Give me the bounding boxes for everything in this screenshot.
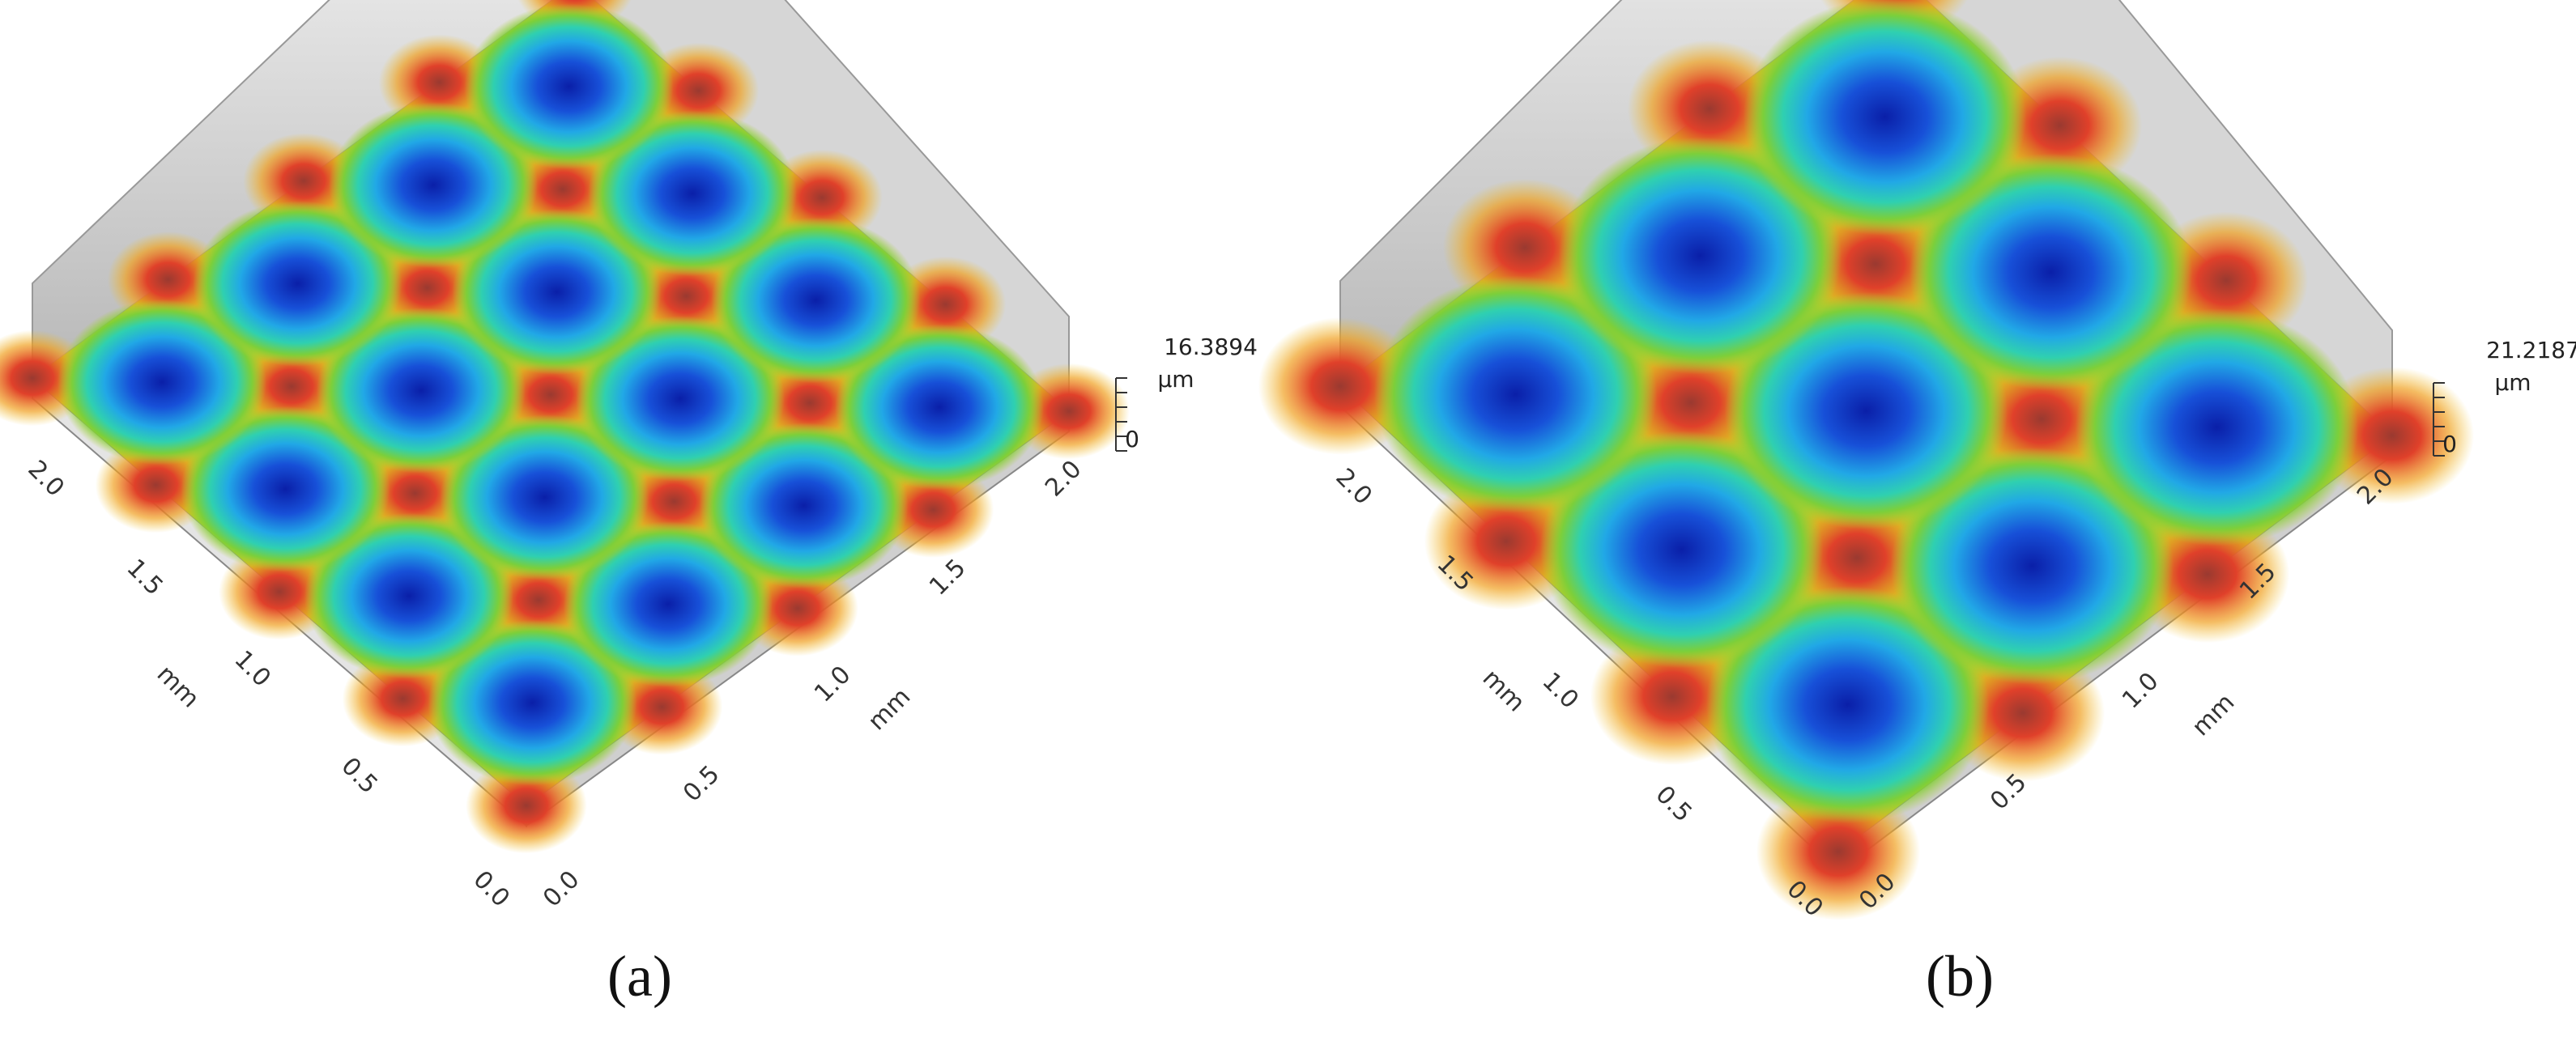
dimple (57, 299, 267, 465)
dimple (1743, 0, 2027, 236)
z-max-label: 21.2187 (2486, 337, 2576, 363)
surface (1258, 0, 2475, 920)
right-axis-label: mm (2186, 688, 2240, 741)
surface-panel: 21.2187µm00.00.51.01.52.0mm0.00.51.01.52… (1258, 0, 2576, 1009)
dimple (428, 619, 637, 786)
left-axis-label: mm (1477, 664, 1531, 717)
dimple (440, 414, 649, 580)
left-axis-tick: 0.5 (335, 752, 382, 799)
right-axis-tick: 2.0 (1040, 455, 1087, 502)
dimple (834, 324, 1045, 491)
left-axis-tick: 2.0 (1330, 463, 1377, 510)
right-axis-tick: 1.0 (2117, 667, 2164, 714)
z-min-label: 0 (2442, 431, 2457, 457)
left-axis-tick: 1.0 (1536, 667, 1583, 714)
dimple (587, 110, 798, 277)
left-axis-tick: 2.0 (22, 455, 69, 502)
surface (0, 0, 1130, 854)
dimple (452, 209, 662, 375)
left-axis-label: mm (151, 660, 205, 713)
left-axis-tick: 1.0 (228, 645, 275, 692)
dimple (1909, 153, 2193, 391)
left-axis-tick: 0.0 (467, 865, 514, 912)
dimple (1558, 137, 1842, 375)
left-axis-tick: 1.5 (121, 554, 168, 601)
dimple (193, 201, 402, 367)
dimple (316, 308, 526, 474)
z-min-label: 0 (1125, 426, 1139, 453)
z-unit-label: µm (1157, 366, 1194, 393)
dimple (1724, 291, 2008, 530)
right-axis-label: mm (862, 682, 916, 736)
dimple (1539, 431, 1824, 669)
left-axis-tick: 0.5 (1650, 780, 1697, 827)
z-unit-label: µm (2494, 369, 2531, 396)
dimple (1890, 447, 2174, 685)
dimple (181, 406, 390, 572)
dimple (2075, 308, 2359, 546)
dimple (464, 3, 674, 170)
dimple (575, 316, 786, 482)
right-axis-tick: 0.5 (678, 760, 725, 807)
surface-panel: 16.3894 µm 0 0.0 0.5 1.0 1.5 2.0 mm 0.0 0.5 1.0 1.5 2… (0, 0, 1258, 1009)
right-axis-tick: 1.5 (924, 554, 971, 601)
panel-caption: (b) (1926, 944, 1994, 1009)
right-axis-tick: 0.0 (538, 865, 585, 912)
z-max-label: 16.3894 (1164, 334, 1258, 360)
right-axis-tick: 1.0 (809, 661, 856, 707)
dimple (328, 102, 539, 268)
panel-caption: (a) (607, 944, 672, 1009)
dimple (563, 521, 773, 687)
dimple (1705, 585, 1990, 824)
dimple (699, 423, 909, 588)
dimple (711, 217, 921, 384)
dimple (1373, 275, 1658, 513)
dimple (304, 512, 514, 679)
